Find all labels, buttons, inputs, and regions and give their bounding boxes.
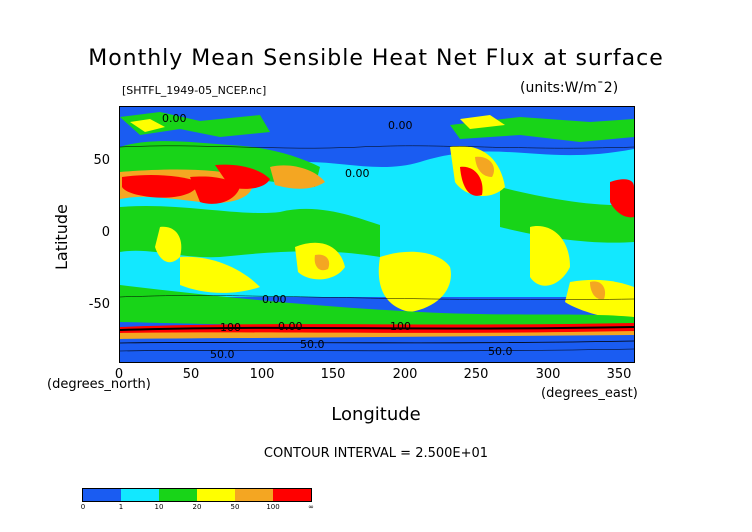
heat-flux-map: 0.00 0.00 0.00 0.00 0.00 100 50.0 50.0 5… <box>120 107 634 362</box>
legend-level-label: 100 <box>266 503 280 511</box>
contour-label: 0.00 <box>262 293 287 306</box>
x-tick-label: 250 <box>463 367 489 382</box>
south-america-orange <box>590 281 606 300</box>
legend-level-label: 1 <box>118 503 124 511</box>
contour-label: 50.0 <box>210 348 235 361</box>
africa-red <box>122 174 200 198</box>
arctic-yellow <box>130 119 165 132</box>
x-tick-label: 100 <box>249 367 275 382</box>
north-america-red <box>460 166 483 196</box>
legend-level-label: ∞ <box>308 503 314 511</box>
contour-line <box>120 145 634 149</box>
contour-label: 50.0 <box>488 345 513 358</box>
color-legend <box>82 488 312 502</box>
y-tick-label: -50 <box>88 297 110 312</box>
contour-label: 0.00 <box>388 119 413 132</box>
units-label: (units:W/m¯2) <box>520 80 619 96</box>
contour-line <box>120 295 634 300</box>
contour-labels: 0.00 0.00 0.00 0.00 0.00 100 50.0 50.0 5… <box>162 112 513 361</box>
legend-swatch <box>159 489 197 501</box>
south-yellow-pacific <box>378 251 451 312</box>
central-asia-red <box>215 164 270 189</box>
contour-label: 50.0 <box>300 338 325 351</box>
contour-line <box>120 340 634 344</box>
east-edge-red <box>610 179 634 218</box>
north-america-orange <box>475 156 495 177</box>
southern-green-band <box>120 285 634 330</box>
x-tick-label: 200 <box>392 367 418 382</box>
chart-title: Monthly Mean Sensible Heat Net Flux at s… <box>88 46 664 71</box>
contour-label: 0.00 <box>278 320 303 333</box>
south-yellow-west <box>180 256 260 293</box>
arabia-red <box>190 176 240 204</box>
legend-level-label: 50 <box>230 503 240 511</box>
y-axis-title: Latitude <box>52 204 71 270</box>
y-unit-label: (degrees_north) <box>47 377 151 392</box>
contour-label: 100 <box>220 321 241 334</box>
y-tick-label: 0 <box>101 225 110 240</box>
x-axis-title: Longitude <box>331 404 421 425</box>
south-america-yellow <box>530 226 570 286</box>
x-unit-label: (degrees_east) <box>541 386 638 401</box>
south-yellow-east <box>565 279 634 322</box>
contour-line <box>120 326 634 331</box>
x-tick-label: 50 <box>182 367 200 382</box>
map-plot-area: 0.00 0.00 0.00 0.00 0.00 100 50.0 50.0 5… <box>119 106 635 363</box>
antarctica-blue <box>120 335 634 362</box>
arctic-green <box>120 112 270 137</box>
north-pacific-yellow <box>460 115 505 129</box>
legend-level-label: 0 <box>80 503 86 511</box>
contour-interval-label: CONTOUR INTERVAL = 2.500E+01 <box>263 446 489 461</box>
southern-africa-yellow <box>155 226 182 263</box>
y-tick-label: 50 <box>93 153 110 168</box>
legend-swatch <box>273 489 311 501</box>
contour-label: 0.00 <box>162 112 187 125</box>
x-tick-label: 0 <box>114 367 124 382</box>
legend-level-label: 10 <box>154 503 164 511</box>
x-tick-label: 350 <box>606 367 632 382</box>
contour-label: 100 <box>390 320 411 333</box>
legend-swatch <box>121 489 159 501</box>
x-tick-label: 150 <box>320 367 346 382</box>
legend-swatch <box>83 489 121 501</box>
australia-orange <box>314 254 330 271</box>
legend-level-label: 20 <box>192 503 202 511</box>
x-tick-label: 300 <box>535 367 561 382</box>
legend-swatch <box>197 489 235 501</box>
file-label: [SHTFL_1949-05_NCEP.nc] <box>122 84 267 97</box>
contour-label: 0.00 <box>345 167 370 180</box>
asia-orange <box>270 165 325 189</box>
legend-swatch <box>235 489 273 501</box>
contour-line <box>120 348 634 352</box>
